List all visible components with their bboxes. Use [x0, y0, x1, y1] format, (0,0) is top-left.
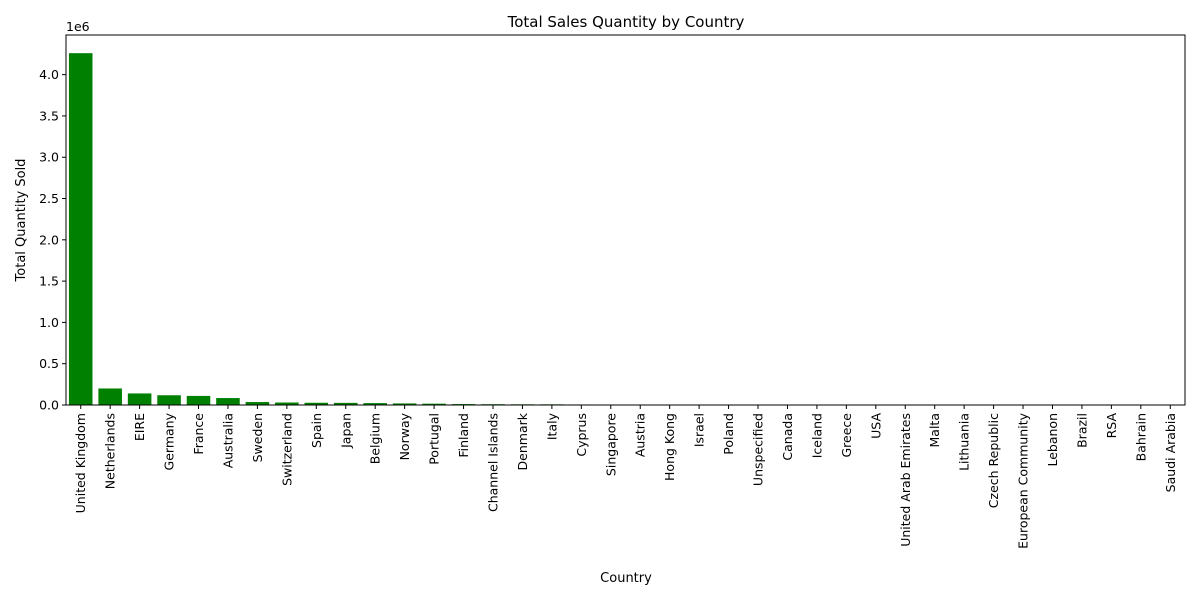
y-tick-label: 4.0 [39, 67, 59, 82]
x-tick-label: Finland [456, 413, 471, 458]
x-tick-label: Cyprus [574, 413, 589, 457]
y-scale-note: 1e6 [66, 19, 90, 34]
x-tick-label: Germany [162, 412, 177, 470]
y-tick-label: 1.5 [39, 274, 59, 289]
x-tick-label: Unspecified [751, 413, 766, 486]
x-tick-label: Spain [309, 413, 324, 448]
x-tick-label: Norway [397, 412, 412, 460]
x-tick-label: Switzerland [279, 413, 294, 486]
bar-france [186, 395, 211, 405]
bar-switzerland [275, 402, 299, 405]
x-tick-label: Portugal [427, 413, 442, 465]
x-tick-label: European Community [1016, 412, 1031, 548]
bar-eire [127, 393, 152, 405]
x-tick-label: Hong Kong [662, 413, 677, 481]
x-axis: United Kingdom Netherlands EIRE Germany Fran… [73, 405, 1178, 549]
x-tick-label: Lithuania [957, 413, 972, 471]
y-axis-label: Total Quantity Sold [14, 159, 29, 283]
bar-germany [157, 395, 181, 405]
x-tick-label: Austria [633, 413, 648, 457]
x-tick-label: Saudi Arabia [1163, 413, 1178, 492]
x-tick-label: Israel [692, 413, 707, 447]
x-tick-label: United Arab Emirates [898, 413, 913, 547]
x-tick-label: Sweden [250, 413, 265, 462]
x-tick-label: Channel Islands [485, 413, 500, 512]
x-tick-label: Australia [220, 413, 235, 468]
x-tick-label: Lebanon [1045, 413, 1060, 467]
x-tick-label: Japan [338, 413, 353, 449]
y-tick-label: 0.5 [39, 356, 59, 371]
x-tick-label: EIRE [132, 413, 147, 441]
x-tick-label: Belgium [368, 413, 383, 464]
x-tick-label: Iceland [809, 413, 824, 458]
bar-japan [333, 402, 358, 405]
x-tick-label: France [191, 413, 206, 455]
x-tick-label: Poland [721, 413, 736, 455]
x-axis-label: Country [600, 571, 652, 586]
y-tick-label: 0.0 [39, 398, 59, 413]
y-tick-label: 3.5 [39, 108, 59, 123]
bar-united-kingdom [68, 53, 93, 406]
y-tick-label: 2.5 [39, 191, 59, 206]
x-tick-label: Brazil [1074, 413, 1089, 448]
x-tick-label: USA [868, 413, 883, 439]
plot-frame [65, 34, 1186, 406]
bar-spain [304, 402, 329, 405]
x-tick-label: Greece [839, 413, 854, 458]
bar-belgium [363, 403, 387, 405]
bar-norway [392, 403, 417, 405]
bars-group [68, 53, 1183, 406]
x-tick-label: Italy [544, 412, 559, 440]
bar-netherlands [98, 388, 122, 405]
bar-sweden [245, 402, 270, 405]
y-tick-label: 1.0 [39, 315, 59, 330]
x-tick-label: Singapore [603, 413, 618, 476]
x-tick-label: Bahrain [1133, 413, 1148, 461]
x-tick-label: United Kingdom [73, 413, 88, 513]
bar-portugal [422, 403, 446, 405]
x-tick-label: Denmark [515, 412, 530, 470]
x-tick-label: Netherlands [103, 413, 118, 489]
chart-title: Total Sales Quantity by Country [507, 13, 745, 31]
y-tick-label: 3.0 [39, 150, 59, 165]
x-tick-label: Czech Republic [986, 413, 1001, 508]
y-tick-label: 2.0 [39, 232, 59, 247]
x-tick-label: Canada [780, 413, 795, 461]
x-tick-label: Malta [927, 413, 942, 447]
x-tick-label: RSA [1104, 413, 1119, 439]
bar-australia [216, 398, 240, 405]
y-axis: 0.0 0.5 1.0 1.5 2.0 2.5 3.0 3.5 4.0 [39, 67, 66, 413]
